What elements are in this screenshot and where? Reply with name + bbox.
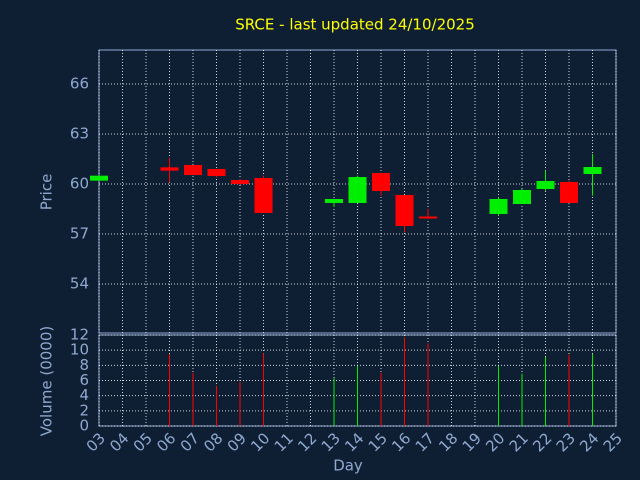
y-tick-label: 4 [79, 386, 89, 404]
volume-bar [357, 366, 358, 426]
candle-body [513, 190, 531, 204]
y-tick-label: 63 [70, 125, 89, 143]
y-tick-label: 66 [70, 75, 89, 93]
volume-bar [169, 353, 170, 426]
volume-bar [192, 372, 194, 426]
volume-bar [239, 382, 241, 426]
candle-body [348, 177, 367, 203]
candle-body [207, 169, 226, 176]
candle-body [489, 199, 508, 214]
volume-bar [592, 353, 593, 426]
candle-body [90, 175, 108, 181]
volume-bar [263, 353, 264, 426]
y-axis-label: Volume (0000) [38, 326, 56, 436]
volume-bar [427, 343, 429, 426]
y-tick-label: 54 [70, 275, 89, 293]
volume-bar [216, 385, 217, 426]
candle-body [419, 216, 437, 219]
volume-bar [380, 372, 382, 426]
y-tick-label: 0 [79, 417, 89, 435]
volume-bar [568, 354, 570, 426]
candle-body [231, 180, 249, 184]
y-tick-label: 8 [79, 356, 89, 374]
y-tick-label: 10 [70, 341, 89, 359]
x-axis-label: Day [333, 457, 363, 475]
y-tick-label: 2 [79, 401, 89, 419]
candle-body [184, 165, 202, 175]
y-tick-label: 12 [70, 326, 89, 344]
y-tick-label: 57 [70, 225, 89, 243]
volume-bar [498, 366, 499, 426]
y-tick-label: 60 [70, 175, 89, 193]
candle-body [254, 178, 273, 213]
candle-body [583, 167, 602, 174]
y-tick-label: 6 [79, 371, 89, 389]
candle-body [160, 167, 179, 171]
volume-bar [333, 378, 335, 426]
y-axis-label: Price [38, 174, 56, 211]
chart-title: SRCE - last updated 24/10/2025 [235, 16, 475, 34]
candle-body [325, 199, 343, 203]
volume-bar [521, 373, 523, 426]
volume-bar [404, 337, 405, 426]
candle-body [536, 181, 555, 189]
candle-body [372, 173, 390, 191]
candle-body [395, 195, 414, 226]
candle-body [560, 182, 578, 203]
volume-bar [545, 356, 546, 426]
